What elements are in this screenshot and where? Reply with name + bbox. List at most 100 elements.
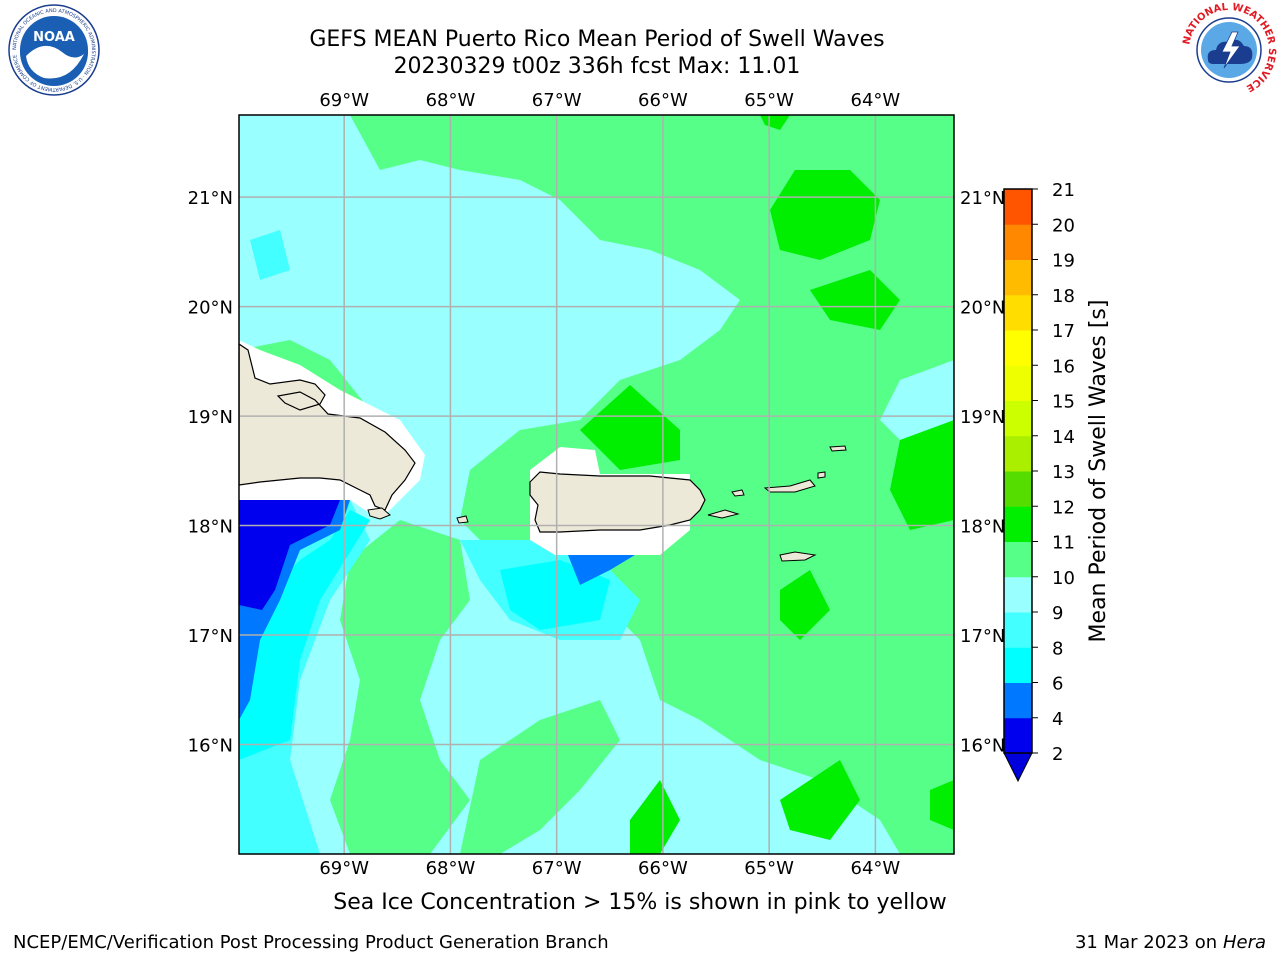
colorbar-tick-label: 12 — [1052, 497, 1075, 518]
contour-10-11 — [890, 420, 954, 530]
lon-tick-label: 68°W — [426, 90, 476, 111]
colorbar-tick-label: 6 — [1052, 674, 1063, 695]
colorbar-segment — [1004, 471, 1032, 507]
lon-tick-label: 66°W — [638, 858, 688, 879]
chart-subtitle: 20230329 t00z 336h fcst Max: 11.01 — [393, 54, 801, 79]
land-sombrero — [817, 471, 826, 479]
contour-9-10 — [330, 520, 470, 854]
lon-labels-top: 69°W 68°W 67°W 66°W 65°W 64°W — [319, 90, 900, 111]
land-hispaniola — [239, 343, 416, 511]
colorbar-segment — [1004, 612, 1032, 648]
colorbar-tick-label: 20 — [1052, 215, 1075, 236]
lon-tick-label: 67°W — [532, 90, 582, 111]
colorbar-tick-label: 8 — [1052, 638, 1063, 659]
contour-8-9 — [250, 230, 290, 280]
colorbar: 21 20 19 18 17 16 15 14 13 12 11 10 9 8 6 4 2 — [1003, 180, 1075, 783]
colorbar-tick-label: 14 — [1052, 427, 1075, 448]
lon-tick-label: 66°W — [638, 90, 688, 111]
lon-tick-label: 64°W — [851, 858, 901, 879]
colorbar-segment — [1004, 435, 1032, 472]
colorbar-tick-label: 16 — [1052, 356, 1075, 377]
land-st-croix — [779, 551, 817, 562]
colorbar-tick-label: 13 — [1052, 462, 1075, 483]
colorbar-tick-label: 10 — [1052, 568, 1075, 589]
lon-tick-label: 67°W — [532, 858, 582, 879]
land-vieques — [707, 509, 740, 519]
colorbar-tick-label: 15 — [1052, 392, 1075, 413]
lat-tick-label: 17°N — [960, 626, 1005, 647]
colorbar-tick-label: 11 — [1052, 533, 1075, 554]
contour-10-11 — [770, 170, 880, 260]
sea-ice-note: Sea Ice Concentration > 15% is shown in … — [333, 890, 947, 915]
lon-tick-label: 65°W — [744, 858, 794, 879]
colorbar-segment — [1004, 330, 1032, 366]
contour-2-4 — [239, 500, 340, 610]
map-frame — [238, 114, 955, 855]
credit-date: 31 Mar 2023 on — [1074, 932, 1218, 953]
contour-10-11 — [630, 780, 680, 854]
colorbar-segment — [1004, 576, 1032, 613]
lat-tick-label: 19°N — [188, 407, 233, 428]
lat-tick-label: 21°N — [188, 188, 233, 209]
lon-tick-label: 64°W — [851, 90, 901, 111]
contour-9-10 — [460, 700, 620, 854]
lon-tick-label: 65°W — [744, 90, 794, 111]
land-virgin-islands — [763, 479, 816, 493]
colorbar-segment — [1004, 400, 1032, 437]
land-anegada — [829, 445, 847, 452]
noaa-logo-text: NOAA — [33, 30, 75, 45]
contour-10-11 — [810, 270, 900, 330]
land-culebra — [731, 489, 745, 497]
colorbar-label: Mean Period of Swell Waves [s] — [1086, 300, 1111, 643]
lat-tick-label: 20°N — [960, 298, 1005, 319]
colorbar-under-arrow — [1003, 752, 1033, 783]
chart-title: GEFS MEAN Puerto Rico Mean Period of Swe… — [309, 27, 885, 52]
contour-10-11 — [760, 115, 790, 130]
colorbar-tick-label: 18 — [1052, 286, 1075, 307]
lat-tick-label: 21°N — [960, 188, 1005, 209]
lat-tick-label: 19°N — [960, 407, 1005, 428]
land-mona — [456, 515, 469, 524]
lat-labels-left: 21°N 20°N 19°N 18°N 17°N 16°N — [188, 188, 233, 756]
lon-tick-label: 68°W — [426, 858, 476, 879]
lon-tick-label: 69°W — [319, 90, 369, 111]
colorbar-tick-label: 17 — [1052, 321, 1075, 342]
map-gridlines — [239, 115, 954, 854]
colorbar-segment — [1004, 506, 1032, 542]
colorbar-tick-label: 21 — [1052, 180, 1075, 201]
colorbar-segment — [1004, 717, 1032, 754]
lon-labels-bottom: 69°W 68°W 67°W 66°W 65°W 64°W — [319, 858, 900, 879]
colorbar-segment — [1004, 294, 1032, 331]
colorbar-tick-label: 19 — [1052, 251, 1075, 272]
lat-labels-right: 21°N 20°N 19°N 18°N 17°N 16°N — [960, 188, 1005, 756]
contour-10-11 — [580, 385, 680, 470]
colorbar-tick-label: 9 — [1052, 603, 1063, 624]
credit-right: 31 Mar 2023 on Hera — [1075, 932, 1266, 953]
land-puerto-rico — [529, 471, 706, 533]
contour-10-11 — [780, 760, 860, 840]
nws-logo-icon: NATIONAL WEATHER SERVICE — [1181, 2, 1277, 96]
lat-tick-label: 16°N — [188, 736, 233, 757]
colorbar-segment — [1004, 189, 1032, 225]
contour-10-11 — [930, 780, 954, 830]
credit-host: Hera — [1222, 932, 1266, 953]
map-panel — [239, 115, 954, 854]
colorbar-tick-label: 2 — [1052, 744, 1063, 765]
colorbar-tick-label: 4 — [1052, 709, 1063, 730]
land-hispaniola-islet — [367, 507, 391, 520]
lat-tick-label: 18°N — [188, 517, 233, 538]
colorbar-segment — [1004, 647, 1032, 683]
lat-tick-label: 18°N — [960, 517, 1005, 538]
lat-tick-label: 20°N — [188, 298, 233, 319]
colorbar-segment — [1004, 224, 1032, 260]
noaa-logo-icon: NOAA NATIONAL OCEANIC AND ATMOSPHERIC AD… — [8, 4, 100, 96]
lat-tick-label: 16°N — [960, 736, 1005, 757]
colorbar-segment — [1004, 541, 1032, 578]
credit-left: NCEP/EMC/Verification Post Processing Pr… — [13, 932, 609, 953]
contour-10-11 — [780, 570, 830, 640]
colorbar-segment — [1004, 682, 1032, 719]
colorbar-segment — [1004, 259, 1032, 296]
colorbar-segment — [1004, 365, 1032, 401]
contour-4-6 — [568, 552, 640, 585]
